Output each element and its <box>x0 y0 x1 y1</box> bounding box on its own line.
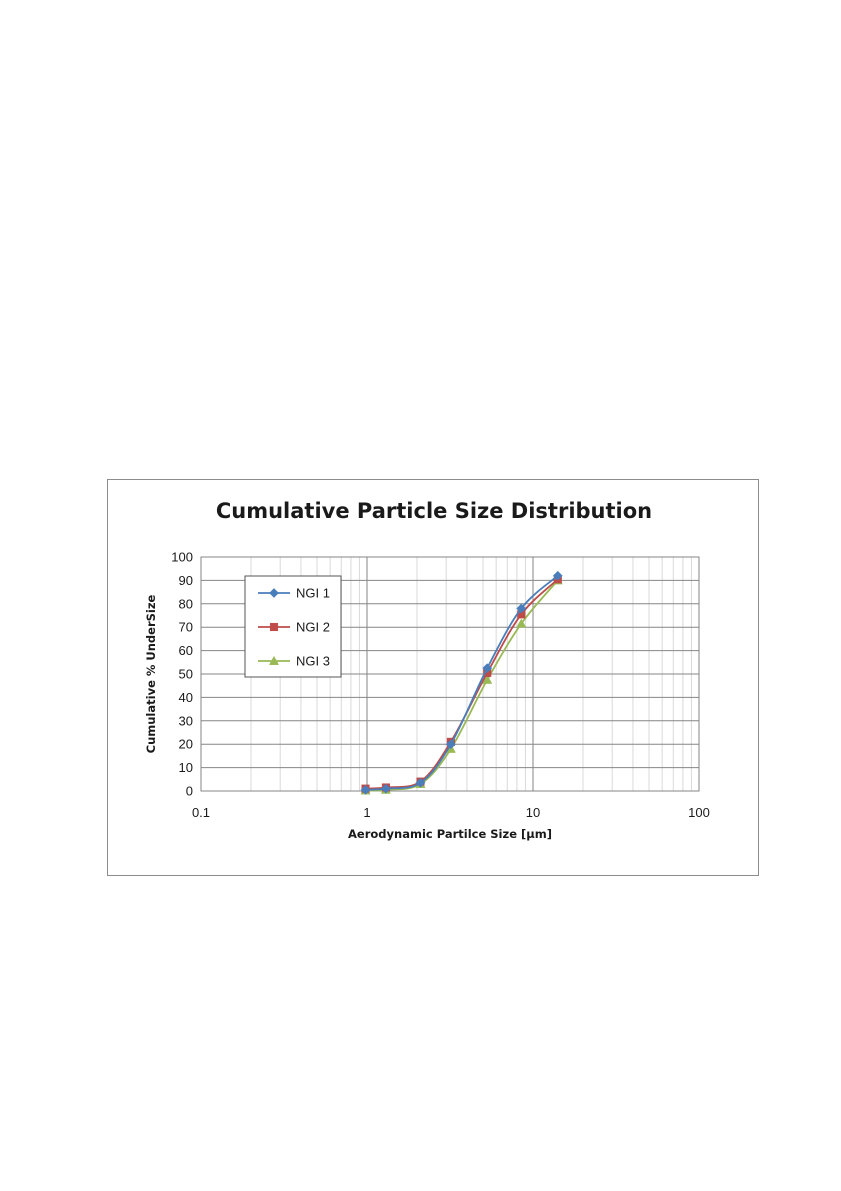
tick-labels: 0 10 20 30 40 50 60 70 80 90 100 0.1 1 10 100 <box>171 550 710 821</box>
y-tick-label: 50 <box>179 667 193 682</box>
y-tick-label: 20 <box>179 737 193 752</box>
y-tick-label: 30 <box>179 713 193 728</box>
y-axis-title: Cumulative % UnderSize <box>144 594 158 753</box>
data-point <box>415 777 426 788</box>
series-line <box>365 579 559 792</box>
legend-item: NGI 1 <box>258 586 330 601</box>
x-tick-label: 10 <box>526 805 540 820</box>
legend-marker <box>269 588 279 598</box>
chart: Cumulative Particle Size Distribution 0 1… <box>144 499 710 841</box>
legend-label: NGI 3 <box>296 654 330 669</box>
legend-item: NGI 3 <box>258 654 330 669</box>
y-tick-label: 40 <box>179 690 193 705</box>
data-point <box>360 784 371 795</box>
data-point <box>552 570 563 581</box>
y-tick-label: 80 <box>179 596 193 611</box>
data-point <box>482 663 493 674</box>
x-tick-label: 100 <box>688 805 710 820</box>
chart-title: Cumulative Particle Size Distribution <box>216 499 652 523</box>
series-line <box>365 575 559 791</box>
y-tick-label: 10 <box>179 760 193 775</box>
y-tick-label: 70 <box>179 620 193 635</box>
legend-label: NGI 2 <box>296 620 330 635</box>
data-point <box>445 739 456 750</box>
x-tick-label: 1 <box>363 805 370 820</box>
series-line <box>365 578 559 790</box>
y-tick-label: 100 <box>171 550 193 565</box>
series-ngi-1 <box>360 570 563 795</box>
legend-item: NGI 2 <box>258 620 330 635</box>
data-point <box>516 618 527 628</box>
series-ngi-3 <box>360 575 563 795</box>
y-tick-label: 0 <box>186 784 193 799</box>
legend-marker <box>268 655 280 665</box>
x-tick-label: 0.1 <box>192 805 210 820</box>
y-tick-label: 60 <box>179 643 193 658</box>
plot-area <box>200 556 700 792</box>
series-ngi-2 <box>361 575 562 793</box>
x-axis-title: Aerodynamic Partilce Size [µm] <box>348 827 552 841</box>
data-point <box>516 603 527 614</box>
legend-label: NGI 1 <box>296 586 330 601</box>
series-layer <box>360 570 563 795</box>
data-point <box>380 783 391 794</box>
y-tick-label: 90 <box>179 573 193 588</box>
legend-marker <box>269 622 279 632</box>
chart-frame: Cumulative Particle Size Distribution 0 1… <box>107 479 759 876</box>
legend: NGI 1 NGI 2 NGI 3 <box>244 575 342 678</box>
data-point <box>482 674 493 684</box>
